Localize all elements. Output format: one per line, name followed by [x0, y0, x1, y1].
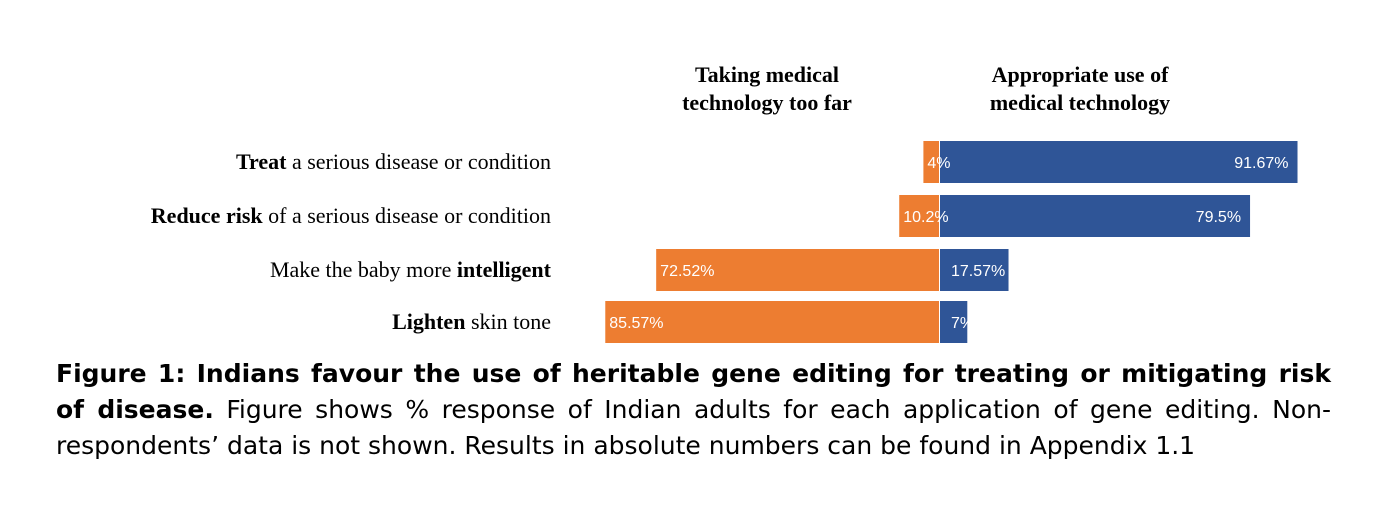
series-too-far	[605, 141, 939, 343]
category-labels: Treat a serious disease or condition Redu…	[151, 149, 552, 334]
header-right-line-2: medical technology	[990, 90, 1170, 115]
caption-body: Figure shows % response of Indian adults…	[56, 395, 1331, 460]
data-label-appropriate: 17.57%	[951, 263, 1005, 280]
bar-too-far	[923, 141, 939, 183]
category-label: Reduce risk of a serious disease or cond…	[151, 203, 551, 228]
data-label-appropriate: 79.5%	[1196, 209, 1241, 226]
bar-too-far	[656, 249, 939, 291]
data-label-too-far: 72.52%	[660, 263, 714, 280]
bar-appropriate	[940, 301, 968, 343]
bar-appropriate	[940, 195, 1251, 237]
data-labels: 4% 91.67% 10.2% 79.5% 72.52% 17.57% 85.57% 7%	[609, 155, 1288, 332]
bar-too-far	[899, 195, 939, 237]
data-label-too-far: 4%	[927, 155, 950, 172]
header-left-line-1: Taking medical	[695, 62, 839, 87]
category-label: Lighten skin tone	[392, 309, 551, 334]
data-label-appropriate: 91.67%	[1234, 155, 1288, 172]
data-label-too-far: 10.2%	[903, 209, 948, 226]
data-label-too-far: 85.57%	[609, 315, 663, 332]
bar-appropriate	[940, 249, 1009, 291]
header-left: Taking medical technology too far	[682, 62, 852, 115]
figure-caption: Figure 1: Indians favour the use of heri…	[56, 356, 1331, 464]
category-label: Treat a serious disease or condition	[236, 149, 551, 174]
bar-too-far	[605, 301, 939, 343]
data-label-appropriate: 7%	[951, 315, 974, 332]
header-right: Appropriate use of medical technology	[990, 62, 1170, 115]
diverging-bar-chart: Taking medical technology too far Approp…	[151, 62, 1298, 343]
category-label: Make the baby more intelligent	[270, 257, 552, 282]
caption-title: Figure 1: Indians favour the use of heri…	[56, 359, 1331, 424]
header-right-line-1: Appropriate use of	[992, 62, 1169, 87]
header-left-line-2: technology too far	[682, 90, 852, 115]
series-appropriate	[940, 141, 1298, 343]
bar-appropriate	[940, 141, 1298, 183]
